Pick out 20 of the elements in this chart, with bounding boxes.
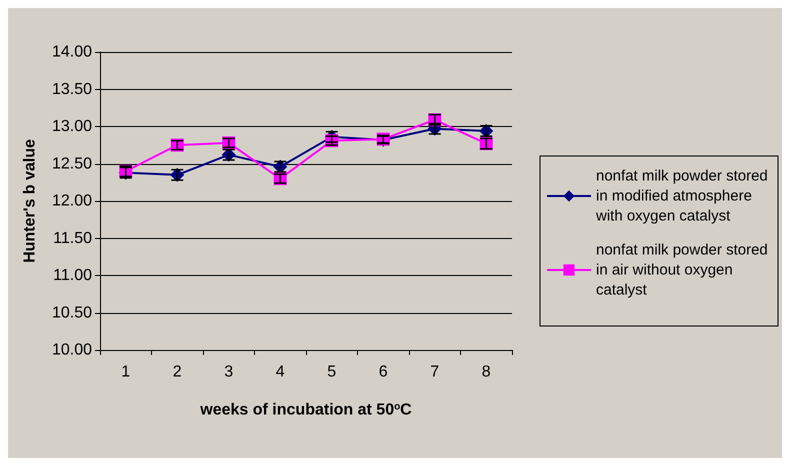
x-tick-label: 7 xyxy=(430,364,440,380)
y-tick-label: 11.50 xyxy=(53,230,92,247)
y-tick-label: 13.50 xyxy=(52,80,92,98)
x-tick-label: 4 xyxy=(276,364,285,380)
y-tick-label: 12.50 xyxy=(52,155,92,172)
x-tick-label: 6 xyxy=(378,364,388,380)
y-tick-label: 11.00 xyxy=(53,267,92,284)
y-tick-label: 10.50 xyxy=(52,304,92,322)
x-tick-label: 8 xyxy=(482,364,491,380)
y-tick-label: 14.00 xyxy=(52,44,92,60)
x-tick-label: 1 xyxy=(121,364,130,380)
x-tick-label: 5 xyxy=(327,364,336,380)
legend-label: nonfat milk powder stored in air without oxygen catalyst xyxy=(596,242,772,298)
y-axis-title: Hunter's b value xyxy=(22,138,38,263)
x-tick-label: 2 xyxy=(172,364,182,380)
y-tick-label: 13.00 xyxy=(52,118,92,135)
y-tick-label: 12.00 xyxy=(52,192,92,210)
x-tick-label: 3 xyxy=(224,364,234,380)
legend-label: nonfat milk powder stored in modified atmosphere with oxygen catalyst xyxy=(595,168,772,224)
y-tick-label: 10.00 xyxy=(52,342,92,358)
